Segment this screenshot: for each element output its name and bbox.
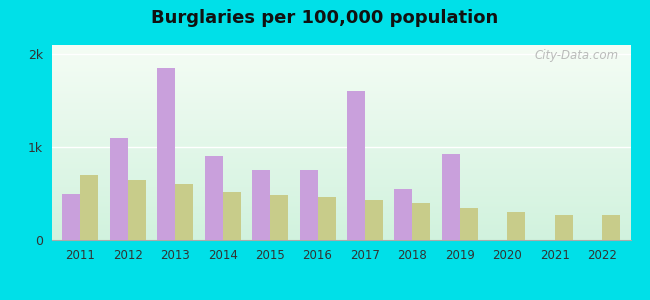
Bar [110, 138, 128, 240]
Bar [554, 215, 573, 240]
Bar [347, 92, 365, 240]
Text: Burglaries per 100,000 population: Burglaries per 100,000 population [151, 9, 499, 27]
Bar [412, 203, 430, 240]
Bar [62, 194, 81, 240]
Bar [300, 170, 318, 240]
Bar [507, 212, 525, 240]
Bar [128, 180, 146, 240]
Bar [602, 215, 620, 240]
Bar [176, 184, 193, 240]
Bar [442, 154, 460, 240]
Bar [318, 197, 335, 240]
Bar [252, 170, 270, 240]
Bar [205, 156, 223, 240]
Bar [157, 68, 176, 240]
Text: City-Data.com: City-Data.com [535, 49, 619, 62]
Bar [395, 189, 412, 240]
Bar [223, 192, 240, 240]
Bar [460, 208, 478, 240]
Bar [270, 195, 288, 240]
Bar [365, 200, 383, 240]
Bar [81, 175, 98, 240]
